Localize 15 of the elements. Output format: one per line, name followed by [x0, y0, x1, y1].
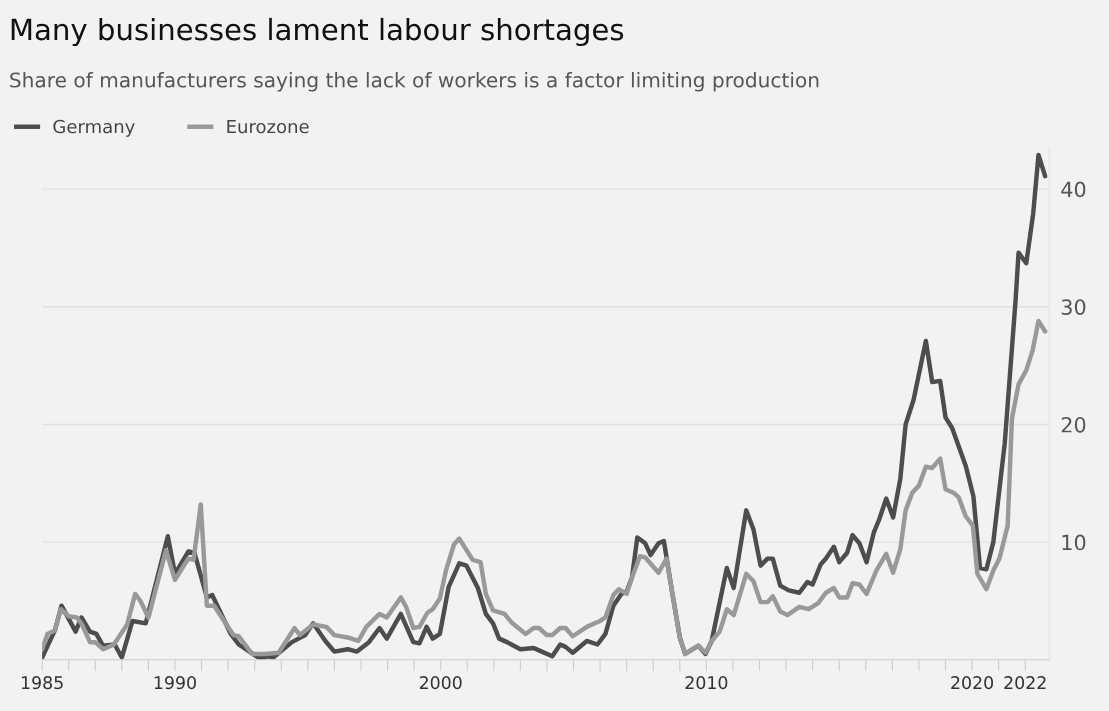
y-tick-label: 30	[1061, 299, 1086, 315]
chart-subtitle: Share of manufacturers saying the lack of workers is a factor limiting production	[10, 72, 819, 92]
x-tick-label: 2020	[951, 676, 993, 690]
line-series	[42, 318, 1048, 657]
y-tick-label: 10	[1062, 534, 1086, 551]
chart-title: Many businesses lament labour shortages	[11, 17, 624, 47]
x-tick-label: 1985	[21, 676, 63, 690]
x-tick-label: 2010	[685, 676, 728, 690]
x-tick-label: 1990	[154, 676, 196, 690]
x-tick-label: 2022	[1004, 676, 1046, 690]
y-tick-label: 20	[1061, 416, 1086, 433]
legend-label: Eurozone	[227, 119, 309, 134]
x-tick-label: 2000	[419, 676, 462, 690]
y-tick-label: 40	[1061, 181, 1086, 198]
legend-label: Germany	[53, 119, 135, 137]
